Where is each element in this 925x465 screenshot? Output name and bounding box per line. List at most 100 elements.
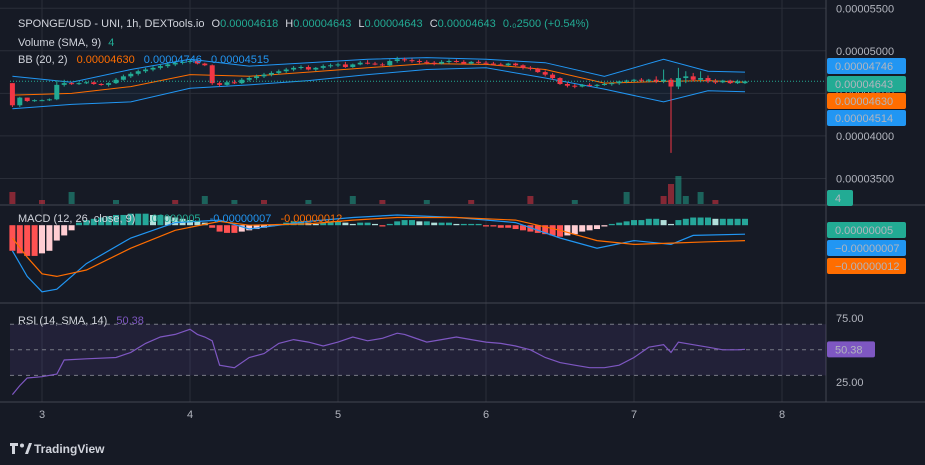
candle-body xyxy=(9,83,15,106)
candle-body xyxy=(305,66,311,70)
price-axis-tick-label: 0.00005000 xyxy=(836,46,894,58)
candle-body xyxy=(313,67,319,70)
macd-histogram-bar xyxy=(475,223,482,226)
macd-histogram-bar xyxy=(157,214,164,226)
candle-body xyxy=(535,68,541,73)
candle-body xyxy=(661,79,667,82)
volume-bar xyxy=(660,196,667,204)
price-marker-badge[interactable]: 0.00004643 xyxy=(827,76,906,92)
macd-histogram-bar xyxy=(594,225,600,230)
volume-bar xyxy=(423,200,430,204)
candle-body xyxy=(520,65,526,68)
macd-histogram-bar xyxy=(497,225,504,228)
macd-histogram-bar xyxy=(150,214,156,226)
rsi-indicator-name[interactable]: RSI (14, SMA, 14) xyxy=(18,315,107,327)
volume-bar xyxy=(571,200,578,204)
volume-marker-badge-bg xyxy=(827,190,853,206)
tradingview-logo[interactable]: TradingView xyxy=(10,442,105,456)
macd-histogram-bar xyxy=(579,225,586,232)
macd-histogram-bar xyxy=(505,225,512,228)
volume-marker-badge-text: 4 xyxy=(835,193,841,205)
volume-bars xyxy=(9,176,719,204)
macd-histogram-bar xyxy=(357,222,364,226)
time-axis-tick-label: 4 xyxy=(187,409,193,421)
price-marker-badge[interactable]: 0.00004514 xyxy=(827,110,906,126)
volume-bar xyxy=(113,200,119,204)
grid xyxy=(0,0,826,402)
candle-body xyxy=(424,61,430,63)
candle-body xyxy=(165,64,171,67)
symbol-title[interactable]: SPONGE/USD - UNI, 1h, DEXTools.io xyxy=(18,18,204,30)
candle-body xyxy=(572,85,578,87)
macd-marker-badge-text: 0.00000005 xyxy=(835,225,893,237)
macd-indicator-name[interactable]: MACD (12, 26, close, 9) xyxy=(18,213,135,225)
bb-lower-value: 0.00004515 xyxy=(211,54,269,66)
macd-histogram-bar xyxy=(571,225,578,235)
macd-marker-badge[interactable]: −0.00000012 xyxy=(827,258,906,274)
candle-body xyxy=(513,63,519,66)
price-marker-badge[interactable]: 0.00004746 xyxy=(827,58,906,74)
macd-histogram-bar xyxy=(468,223,475,226)
candle-body xyxy=(61,83,67,85)
candle-body xyxy=(46,99,52,101)
price-marker-badge-text: 0.00004746 xyxy=(835,61,893,73)
price-marker-badge-bg xyxy=(827,93,906,109)
rsi-marker-badge[interactable]: 50.38 xyxy=(827,341,875,358)
macd-histogram-bar xyxy=(342,222,349,226)
macd xyxy=(9,213,748,293)
candle-body xyxy=(342,64,348,67)
candle-body xyxy=(409,60,415,62)
macd-histogram-bar xyxy=(298,221,304,226)
candle-body xyxy=(668,79,674,87)
candle-body xyxy=(202,63,208,66)
macd-histogram-bar xyxy=(631,220,637,226)
candle-body xyxy=(157,66,163,68)
macd-histogram-bar xyxy=(209,225,216,228)
macd-histogram-bar xyxy=(246,225,253,231)
candle-body xyxy=(224,82,230,85)
macd-histogram-bar xyxy=(416,221,423,226)
volume-marker-badge[interactable]: 4 xyxy=(827,190,853,206)
volume-bar xyxy=(68,192,75,204)
candle-body xyxy=(690,76,696,80)
volume-bar xyxy=(675,176,682,204)
candle-body xyxy=(291,67,297,70)
macd-marker-badge[interactable]: −0.00000007 xyxy=(827,240,906,256)
macd-histogram-bar xyxy=(409,220,415,226)
low-value: 0.00004643 xyxy=(365,18,423,30)
price-marker-badge-text: 0.00004514 xyxy=(835,113,893,125)
macd-histogram-bar xyxy=(653,218,660,226)
macd-histogram-bar xyxy=(460,223,467,226)
time-axis-tick-label: 6 xyxy=(483,409,489,421)
macd-histogram-bar xyxy=(616,222,623,226)
candle-body xyxy=(505,63,511,66)
macd-histogram-bar xyxy=(645,218,652,226)
macd-histogram-bar xyxy=(90,218,97,226)
macd-histogram-bar xyxy=(712,218,719,226)
macd-histogram-bar xyxy=(483,225,489,227)
axes: 0.000055000.000050000.000045000.00004000… xyxy=(39,3,906,421)
candle-body xyxy=(231,82,237,84)
candle-body xyxy=(328,65,334,67)
open-value: 0.00004618 xyxy=(220,18,278,30)
volume-indicator-name[interactable]: Volume (SMA, 9) xyxy=(18,37,101,49)
candle-body xyxy=(527,67,533,69)
price-marker-badge[interactable]: 0.00004630 xyxy=(827,93,906,109)
macd-histogram-bar xyxy=(542,225,549,235)
macd-marker-badge[interactable]: 0.00000005 xyxy=(827,222,906,238)
bb-indicator-name[interactable]: BB (20, 2) xyxy=(18,54,68,66)
candle-body xyxy=(357,62,363,65)
candle-body xyxy=(727,80,733,84)
candle-body xyxy=(276,71,282,73)
candles xyxy=(9,56,748,153)
candle-body xyxy=(698,78,704,80)
candle-body xyxy=(490,63,496,65)
price-marker-badge-bg xyxy=(827,76,906,92)
macd-histogram-bar xyxy=(453,223,460,226)
rsi-line xyxy=(11,328,746,395)
candle-body xyxy=(254,76,260,79)
volume-bar xyxy=(305,200,312,204)
macd-histogram-bar xyxy=(512,225,519,230)
